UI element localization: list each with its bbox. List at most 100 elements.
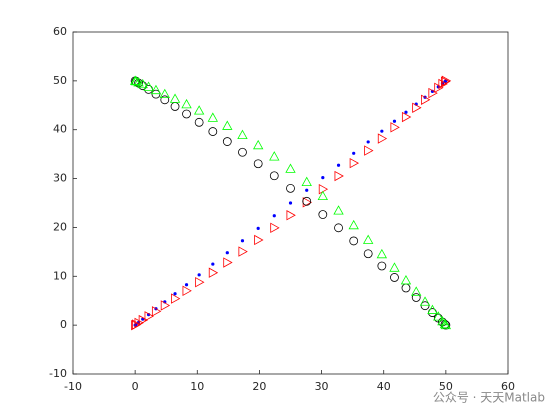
y-tick-label: 50 (53, 74, 67, 87)
point (420, 301, 430, 311)
point (286, 210, 296, 221)
point (412, 102, 422, 113)
point (352, 151, 356, 155)
point (421, 94, 431, 105)
point (151, 306, 162, 317)
point (130, 75, 142, 86)
point (288, 201, 293, 205)
point (440, 319, 452, 330)
point (318, 210, 328, 219)
point (376, 248, 388, 259)
point (438, 78, 448, 90)
point (348, 219, 359, 230)
point (321, 175, 325, 180)
watermark: 公众号 · 天天Matlab (433, 391, 545, 405)
point (317, 190, 328, 201)
point (237, 129, 248, 139)
point (225, 251, 229, 255)
point (223, 257, 233, 268)
point (318, 183, 329, 195)
y-tick-label: 40 (53, 123, 67, 136)
x-tick-label: 30 (315, 380, 329, 393)
point (302, 196, 312, 206)
point (401, 111, 412, 123)
point (390, 122, 400, 133)
point (143, 81, 154, 91)
y-tick-label: 20 (53, 220, 67, 233)
y-tick-label: 0 (60, 318, 67, 331)
point (272, 214, 276, 218)
point (269, 171, 279, 181)
x-tick-label: 60 (501, 380, 515, 393)
point (428, 87, 438, 99)
point (411, 293, 421, 302)
point (211, 262, 215, 266)
point (364, 145, 374, 156)
point (208, 267, 219, 278)
point (389, 262, 400, 272)
x-tick-label: -10 (64, 380, 82, 393)
point (256, 226, 260, 231)
point (222, 137, 232, 146)
x-tick-label: 0 (132, 380, 139, 393)
point (207, 112, 219, 122)
point (349, 236, 359, 246)
point (400, 275, 412, 285)
point (253, 159, 263, 169)
point (363, 249, 373, 259)
x-tick-label: 20 (252, 380, 266, 393)
point (334, 223, 343, 233)
y-tick-label: 30 (53, 172, 67, 185)
point (150, 84, 162, 95)
point (301, 176, 312, 186)
point (349, 157, 360, 169)
point (171, 293, 181, 304)
point (169, 93, 181, 103)
point (305, 188, 309, 192)
point (254, 234, 264, 246)
point (433, 311, 444, 321)
point (182, 285, 192, 296)
point (238, 246, 248, 257)
point (195, 277, 205, 288)
point (333, 205, 344, 215)
point (336, 163, 341, 167)
point (222, 120, 233, 130)
point (404, 110, 408, 114)
point (151, 89, 161, 99)
y-tick-label: 10 (53, 269, 67, 282)
point (238, 147, 247, 157)
point (197, 273, 201, 277)
point (377, 261, 387, 271)
point (362, 234, 374, 244)
point (334, 170, 344, 182)
point (133, 77, 144, 87)
point (377, 133, 388, 144)
point (441, 75, 452, 87)
y-tick-label: -10 (49, 367, 67, 380)
point (182, 109, 191, 119)
point (427, 304, 438, 314)
y-tick-label: 60 (53, 25, 67, 38)
point (137, 78, 148, 89)
point (419, 296, 431, 306)
point (173, 292, 177, 296)
x-tick-label: 50 (439, 380, 453, 393)
point (269, 151, 280, 161)
point (380, 129, 384, 133)
point (286, 183, 295, 193)
point (194, 117, 204, 127)
point (138, 314, 149, 326)
x-tick-label: 40 (377, 380, 391, 393)
point (160, 95, 170, 105)
point (160, 300, 171, 311)
axes-box (72, 31, 509, 375)
point (144, 311, 154, 322)
point (159, 88, 170, 99)
point (253, 139, 264, 150)
point (208, 127, 218, 136)
point (285, 163, 296, 173)
point (193, 105, 205, 115)
